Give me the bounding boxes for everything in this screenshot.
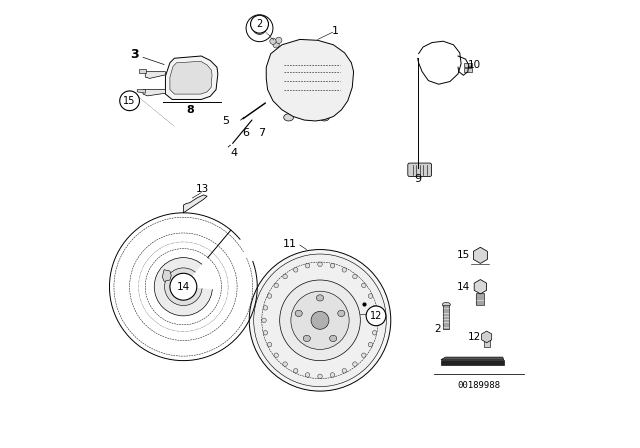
Circle shape — [294, 369, 298, 373]
Circle shape — [263, 331, 268, 335]
Circle shape — [368, 294, 372, 298]
Text: 10: 10 — [468, 60, 481, 70]
Circle shape — [249, 250, 391, 391]
Text: 00189988: 00189988 — [458, 381, 500, 390]
Text: 12: 12 — [370, 311, 382, 321]
Circle shape — [366, 306, 386, 326]
Text: 11: 11 — [282, 239, 296, 249]
Text: 5: 5 — [223, 116, 229, 126]
Text: 7: 7 — [258, 128, 266, 138]
Circle shape — [353, 274, 357, 279]
Circle shape — [250, 15, 269, 33]
Circle shape — [372, 331, 377, 335]
Circle shape — [274, 353, 278, 358]
Polygon shape — [184, 195, 207, 213]
Polygon shape — [139, 69, 146, 73]
FancyBboxPatch shape — [476, 293, 484, 305]
Circle shape — [283, 274, 287, 279]
Text: 8: 8 — [186, 105, 194, 115]
Circle shape — [170, 273, 197, 300]
Circle shape — [368, 342, 372, 347]
Text: 15: 15 — [124, 96, 136, 106]
Text: 14: 14 — [457, 282, 470, 292]
Circle shape — [317, 262, 323, 267]
Ellipse shape — [330, 335, 337, 341]
Ellipse shape — [284, 114, 294, 121]
Circle shape — [270, 38, 276, 44]
Polygon shape — [441, 357, 504, 360]
Circle shape — [294, 267, 298, 272]
Polygon shape — [474, 247, 488, 263]
Text: 2: 2 — [434, 324, 441, 334]
Circle shape — [374, 318, 378, 323]
Circle shape — [268, 342, 272, 347]
Circle shape — [342, 369, 346, 373]
Circle shape — [372, 306, 377, 310]
Circle shape — [291, 291, 349, 349]
Circle shape — [120, 91, 140, 111]
Polygon shape — [163, 270, 172, 281]
Text: 9: 9 — [414, 174, 421, 184]
FancyBboxPatch shape — [484, 340, 490, 347]
Circle shape — [305, 263, 310, 268]
Polygon shape — [145, 72, 165, 78]
Circle shape — [164, 268, 202, 306]
Text: 4: 4 — [230, 148, 237, 158]
Polygon shape — [165, 56, 218, 99]
Circle shape — [305, 373, 310, 377]
Ellipse shape — [442, 302, 451, 307]
Ellipse shape — [303, 335, 310, 341]
Circle shape — [274, 283, 278, 288]
Ellipse shape — [319, 114, 330, 121]
Ellipse shape — [316, 295, 324, 301]
FancyBboxPatch shape — [408, 163, 431, 177]
Circle shape — [273, 42, 279, 48]
Ellipse shape — [295, 310, 302, 317]
Polygon shape — [170, 61, 212, 94]
Text: 3: 3 — [130, 48, 138, 61]
Text: 14: 14 — [177, 282, 190, 292]
Text: 6: 6 — [243, 128, 250, 138]
Circle shape — [317, 374, 323, 379]
Polygon shape — [137, 90, 145, 93]
Circle shape — [283, 362, 287, 366]
Circle shape — [263, 306, 268, 310]
Circle shape — [276, 37, 282, 43]
Circle shape — [280, 280, 360, 361]
Text: 13: 13 — [196, 184, 209, 194]
Polygon shape — [474, 280, 486, 294]
Polygon shape — [441, 360, 504, 365]
Wedge shape — [184, 227, 262, 293]
Ellipse shape — [298, 76, 324, 94]
Circle shape — [362, 283, 366, 288]
Circle shape — [262, 318, 266, 323]
Circle shape — [268, 294, 272, 298]
Circle shape — [330, 373, 335, 377]
FancyBboxPatch shape — [464, 63, 472, 67]
Circle shape — [353, 362, 357, 366]
Circle shape — [246, 15, 273, 42]
Text: 2: 2 — [257, 19, 262, 29]
Polygon shape — [482, 331, 492, 343]
FancyBboxPatch shape — [464, 68, 472, 72]
Circle shape — [330, 263, 335, 268]
FancyBboxPatch shape — [443, 305, 449, 329]
Polygon shape — [143, 90, 165, 96]
Polygon shape — [266, 39, 353, 121]
Text: 12: 12 — [468, 332, 481, 342]
Circle shape — [342, 267, 346, 272]
Circle shape — [253, 254, 387, 387]
Text: 15: 15 — [457, 250, 470, 260]
Circle shape — [362, 353, 366, 358]
Ellipse shape — [338, 310, 345, 317]
Text: 1: 1 — [332, 26, 339, 36]
Circle shape — [154, 258, 212, 316]
Circle shape — [311, 311, 329, 329]
Circle shape — [253, 22, 266, 34]
